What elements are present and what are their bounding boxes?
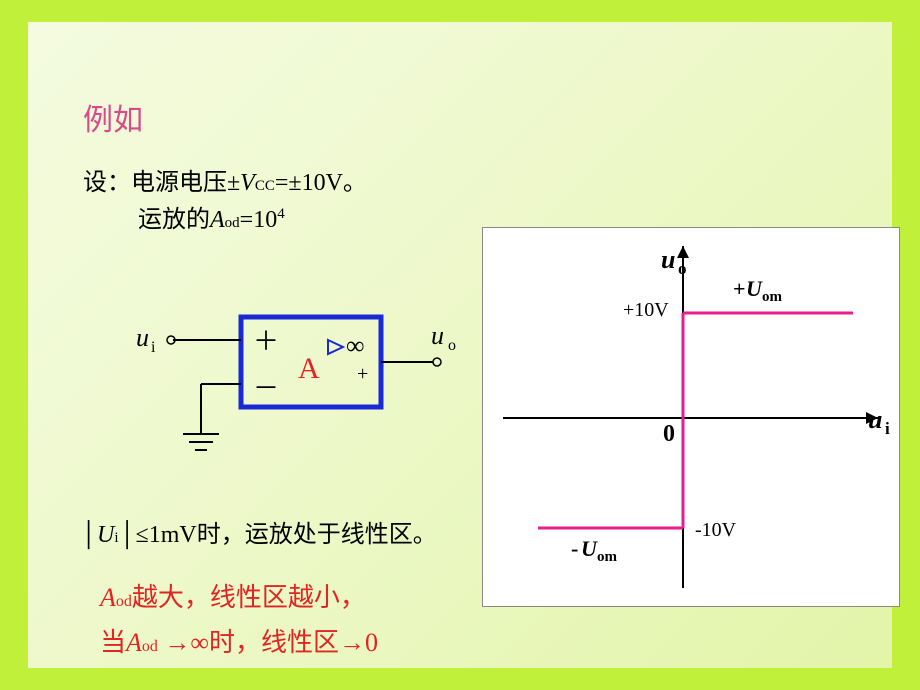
conclusion-line-2: 当Aod →∞时，线性区→0 bbox=[100, 622, 378, 659]
slide-panel: 例如 设：电源电压±VCC=±10V。 运放的Aod=104 A bbox=[28, 22, 892, 668]
plus-10v-label: +10V bbox=[623, 299, 669, 321]
infinity-sign: ∞ bbox=[346, 331, 365, 360]
text: 运放的 bbox=[138, 207, 210, 233]
sub-od: od bbox=[116, 593, 132, 610]
minus-uom-sub: om bbox=[597, 549, 618, 565]
label-ui-sub: i bbox=[151, 339, 156, 356]
axis-label-ui-u: u bbox=[868, 405, 882, 434]
var-v: V bbox=[240, 170, 255, 196]
text: →∞时，线性区→0 bbox=[158, 628, 378, 657]
minus-10v-label: -10V bbox=[695, 519, 737, 541]
minus-uom-u: U bbox=[581, 536, 598, 561]
text: 设：电源电压± bbox=[83, 170, 240, 196]
plus-sign: ＋ bbox=[253, 327, 279, 356]
opamp-circuit-diagram: A ＋ － ∞ + u i u o bbox=[93, 292, 473, 472]
sub-od: od bbox=[142, 638, 158, 655]
y-axis-arrow bbox=[677, 246, 689, 258]
terminal-out bbox=[433, 358, 441, 366]
var-a: A bbox=[126, 628, 142, 657]
minus-uom-pre: - bbox=[571, 536, 578, 561]
sub-cc: CC bbox=[255, 178, 275, 194]
plus-uom-sub: om bbox=[762, 289, 783, 305]
abs-bar: │ bbox=[119, 522, 136, 548]
opamp-label-a: A bbox=[298, 352, 320, 385]
text: 越大，线性区越小， bbox=[132, 583, 366, 612]
slide-title: 例如 bbox=[83, 95, 143, 139]
premise-line-2: 运放的Aod=104 bbox=[138, 199, 285, 234]
transfer-curve-panel: u o u i 0 +10V -10V + U om - U om bbox=[482, 227, 900, 607]
text: =±10V。 bbox=[275, 170, 367, 196]
transfer-curve-svg: u o u i 0 +10V -10V + U om - U om bbox=[483, 228, 901, 608]
sub-od: od bbox=[225, 215, 240, 231]
triangle-icon bbox=[328, 340, 343, 354]
var-a: A bbox=[210, 207, 225, 233]
text: 当 bbox=[100, 628, 126, 657]
label-ui-u: u bbox=[136, 323, 149, 352]
condition-text: │Ui│≤1mV时，运放处于线性区。 bbox=[80, 514, 437, 549]
minus-sign: － bbox=[253, 374, 279, 403]
conclusion-line-1: Aod越大，线性区越小， bbox=[100, 577, 366, 614]
origin-label: 0 bbox=[663, 421, 675, 447]
axis-label-ui-sub: i bbox=[885, 419, 890, 438]
text: =10 bbox=[240, 207, 278, 233]
plus-out: + bbox=[357, 363, 368, 385]
abs-bar: │ bbox=[80, 522, 97, 548]
circuit-svg: A ＋ － ∞ + u i u o bbox=[93, 292, 473, 472]
axis-label-uo-u: u bbox=[661, 245, 675, 274]
text: ≤1mV时，运放处于线性区。 bbox=[136, 522, 437, 548]
sup-4: 4 bbox=[277, 206, 285, 222]
label-uo-sub: o bbox=[448, 337, 456, 354]
axis-label-uo-sub: o bbox=[678, 259, 687, 278]
plus-uom-u: U bbox=[746, 276, 763, 301]
var-a: A bbox=[100, 583, 116, 612]
label-uo-u: u bbox=[431, 321, 444, 350]
var-u: U bbox=[97, 522, 114, 548]
premise-line-1: 设：电源电压±VCC=±10V。 bbox=[83, 162, 367, 197]
plus-uom-pre: + bbox=[733, 276, 746, 301]
